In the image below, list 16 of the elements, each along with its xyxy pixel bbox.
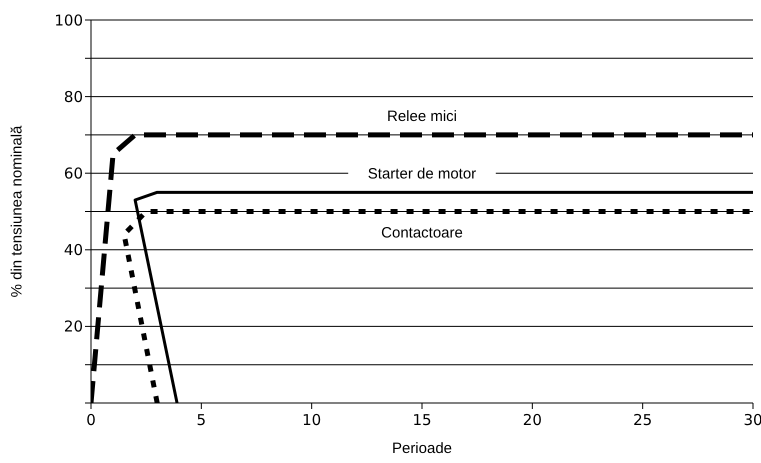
x-tick-label: 0 bbox=[86, 411, 96, 429]
y-tick-label: 40 bbox=[64, 241, 83, 260]
series-label: Contactoare bbox=[381, 224, 463, 242]
x-tick-label: 5 bbox=[196, 411, 206, 429]
y-tick-label: 20 bbox=[64, 318, 83, 336]
series-label: Relee mici bbox=[386, 108, 458, 125]
x-tick-label: 10 bbox=[302, 411, 322, 429]
x-tick-label: 20 bbox=[522, 411, 542, 429]
x-axis-title: Perioade bbox=[392, 440, 452, 457]
x-tick-label: 15 bbox=[412, 411, 432, 429]
y-tick-label: 80 bbox=[64, 88, 83, 106]
x-tick-label: 25 bbox=[633, 411, 652, 429]
series-label: Starter de motor bbox=[368, 165, 476, 182]
y-tick-label: 60 bbox=[64, 164, 83, 183]
y-tick-label: 100 bbox=[54, 11, 83, 30]
y-axis-title: % din tensiunea nominală bbox=[8, 124, 26, 298]
